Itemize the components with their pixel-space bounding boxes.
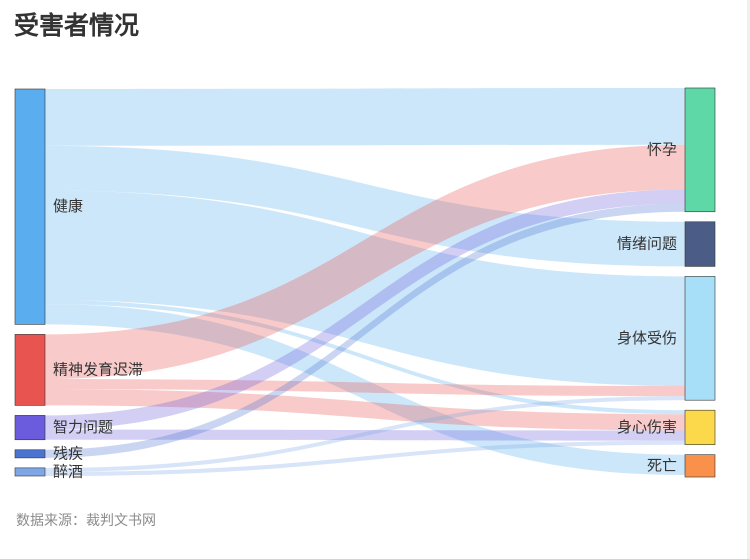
- sankey-link-精神发育迟滞-身心伤害[interactable]: [45, 389, 685, 431]
- sankey-link-醉酒-身体受伤[interactable]: [45, 396, 685, 472]
- sankey-node-醉酒[interactable]: [14, 467, 46, 477]
- sankey-node-label: 怀孕: [647, 140, 677, 158]
- sankey-node-label: 精神发育迟滞: [53, 360, 143, 378]
- sankey-node-label: 残疾: [53, 444, 83, 462]
- sankey-link-智力问题-怀孕[interactable]: [45, 189, 685, 430]
- sankey-links: [45, 87, 685, 476]
- sankey-node-怀孕[interactable]: [684, 87, 716, 213]
- sankey-node-情绪问题[interactable]: [684, 221, 716, 267]
- sankey-link-健康-怀孕[interactable]: [45, 87, 685, 146]
- sankey-node-残疾[interactable]: [14, 449, 46, 459]
- sankey-link-精神发育迟滞-怀孕[interactable]: [45, 144, 685, 380]
- sankey-nodes: [14, 87, 716, 478]
- sankey-node-label: 健康: [53, 197, 83, 215]
- sankey-node-智力问题[interactable]: [14, 415, 46, 441]
- sankey-link-残疾-怀孕[interactable]: [45, 203, 685, 458]
- sankey-link-智力问题-身心伤害[interactable]: [45, 429, 685, 441]
- sankey-node-健康[interactable]: [14, 88, 46, 325]
- sankey-link-精神发育迟滞-身体受伤[interactable]: [45, 379, 685, 397]
- sankey-node-身心伤害[interactable]: [684, 409, 716, 445]
- sankey-node-label: 情绪问题: [617, 235, 677, 253]
- sankey-node-label: 醉酒: [53, 462, 83, 480]
- sankey-node-死亡[interactable]: [684, 454, 716, 478]
- sankey-link-健康-死亡[interactable]: [45, 304, 685, 475]
- sankey-node-label: 死亡: [647, 456, 677, 474]
- sankey-link-醉酒-身心伤害[interactable]: [45, 440, 685, 476]
- sankey-link-健康-身心伤害[interactable]: [45, 300, 685, 415]
- sankey-node-label: 智力问题: [53, 418, 113, 436]
- sankey-link-健康-身体受伤[interactable]: [45, 190, 685, 386]
- right-border: [747, 0, 750, 559]
- sankey-link-健康-情绪问题[interactable]: [45, 145, 685, 267]
- sankey-node-label: 身体受伤: [617, 329, 677, 347]
- chart-title: 受害者情况: [14, 11, 140, 40]
- sankey-node-身体受伤[interactable]: [684, 276, 716, 401]
- sankey-node-精神发育迟滞[interactable]: [14, 334, 46, 406]
- sankey-node-label: 身心伤害: [617, 418, 677, 436]
- data-source-note: 数据来源：裁判文书网: [16, 513, 156, 529]
